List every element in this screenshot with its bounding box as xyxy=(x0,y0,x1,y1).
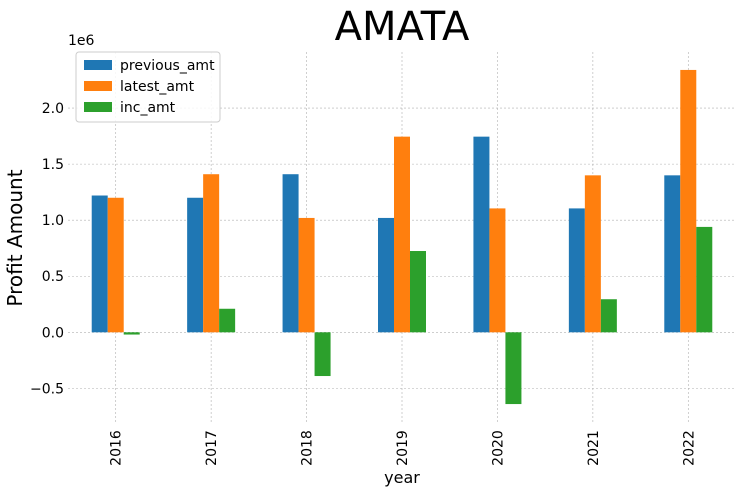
bar-latest_amt-2020 xyxy=(489,208,506,333)
legend-swatch-inc_amt xyxy=(84,102,112,112)
bar-latest_amt-2021 xyxy=(584,175,601,333)
bar-inc_amt-2019 xyxy=(410,251,426,333)
bar-previous_amt-2020 xyxy=(473,136,490,333)
x-tick-label: 2016 xyxy=(109,430,125,466)
bar-inc_amt-2020 xyxy=(505,332,522,405)
bar-inc_amt-2017 xyxy=(219,308,236,333)
chart-title: AMATA xyxy=(335,4,470,50)
legend-swatch-latest_amt xyxy=(84,81,112,91)
x-axis-label: year xyxy=(384,468,420,487)
bar-latest_amt-2016 xyxy=(107,197,124,333)
y-offset-label: 1e6 xyxy=(68,33,95,49)
bar-inc_amt-2022 xyxy=(696,226,713,333)
bars-group xyxy=(91,69,713,405)
bar-previous_amt-2018 xyxy=(282,174,299,333)
bar-previous_amt-2021 xyxy=(568,208,585,333)
x-tick-label: 2022 xyxy=(681,430,697,466)
x-tick-label: 2018 xyxy=(300,430,316,466)
x-tick-label: 2020 xyxy=(490,430,506,466)
x-tick-label: 2019 xyxy=(395,430,411,466)
y-tick-label: 0.0 xyxy=(42,325,64,341)
y-tick-label: −0.5 xyxy=(30,381,64,397)
bar-inc_amt-2021 xyxy=(600,299,617,333)
y-tick-label: 1.0 xyxy=(42,213,64,229)
y-tick-label: 2.0 xyxy=(42,101,64,117)
bar-latest_amt-2018 xyxy=(298,217,315,333)
bar-latest_amt-2017 xyxy=(203,174,220,333)
x-tick-label: 2021 xyxy=(586,430,602,466)
x-tick-labels: 2016 2017 2018 2019 2020 2021 2022 xyxy=(109,430,698,466)
y-tick-labels: −0.5 0.0 0.5 1.0 1.5 2.0 xyxy=(30,101,64,397)
legend: previous_amt latest_amt inc_amt xyxy=(75,51,221,123)
x-tick-label: 2017 xyxy=(204,430,220,466)
bar-inc_amt-2018 xyxy=(314,332,331,377)
bar-previous_amt-2019 xyxy=(378,217,394,333)
bar-latest_amt-2019 xyxy=(394,136,410,333)
bar-previous_amt-2017 xyxy=(187,197,204,333)
bar-previous_amt-2022 xyxy=(664,175,681,333)
y-tick-label: 1.5 xyxy=(42,157,64,173)
legend-label-previous_amt: previous_amt xyxy=(120,58,215,74)
bar-previous_amt-2016 xyxy=(91,195,108,333)
bar-latest_amt-2022 xyxy=(680,69,697,333)
y-tick-label: 0.5 xyxy=(42,269,64,285)
legend-swatch-previous_amt xyxy=(84,60,112,70)
y-axis-label: Profit Amount xyxy=(3,169,27,306)
legend-label-inc_amt: inc_amt xyxy=(120,100,176,116)
legend-label-latest_amt: latest_amt xyxy=(120,79,195,95)
bar-inc_amt-2016 xyxy=(123,332,140,335)
